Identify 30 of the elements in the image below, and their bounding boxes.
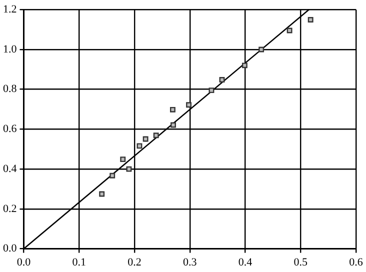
point — [219, 77, 225, 82]
point — [120, 156, 126, 162]
x-tick-label: 0.1 — [72, 256, 86, 268]
x-tick-label: 0.6 — [349, 256, 364, 268]
y-tick-label: 0.6 — [3, 123, 18, 136]
x-tick-label: 0.4 — [238, 256, 253, 268]
point — [153, 132, 159, 138]
point — [258, 46, 264, 52]
point — [110, 172, 116, 178]
point — [208, 88, 214, 94]
x-tick-label: 0.0 — [16, 256, 32, 268]
x-tick-label: 0.5 — [294, 256, 308, 268]
y-tick-label: 0.8 — [3, 83, 18, 96]
point — [99, 191, 105, 197]
y-tick-label: 1.2 — [3, 3, 17, 16]
point — [126, 166, 132, 172]
y-tick-label: 0.2 — [3, 202, 17, 215]
point — [186, 102, 192, 108]
point — [286, 28, 292, 34]
x-tick-label: 0.3 — [183, 256, 198, 268]
point — [136, 143, 142, 149]
y-tick-label: 0.4 — [3, 162, 18, 175]
point — [170, 122, 176, 128]
point — [170, 106, 176, 112]
y-tick-label: 1.0 — [3, 43, 18, 56]
point — [308, 17, 314, 22]
y-tick-label: 0.0 — [3, 242, 18, 255]
x-tick-label: 0.2 — [128, 256, 142, 268]
point — [142, 136, 148, 142]
point — [242, 62, 248, 68]
